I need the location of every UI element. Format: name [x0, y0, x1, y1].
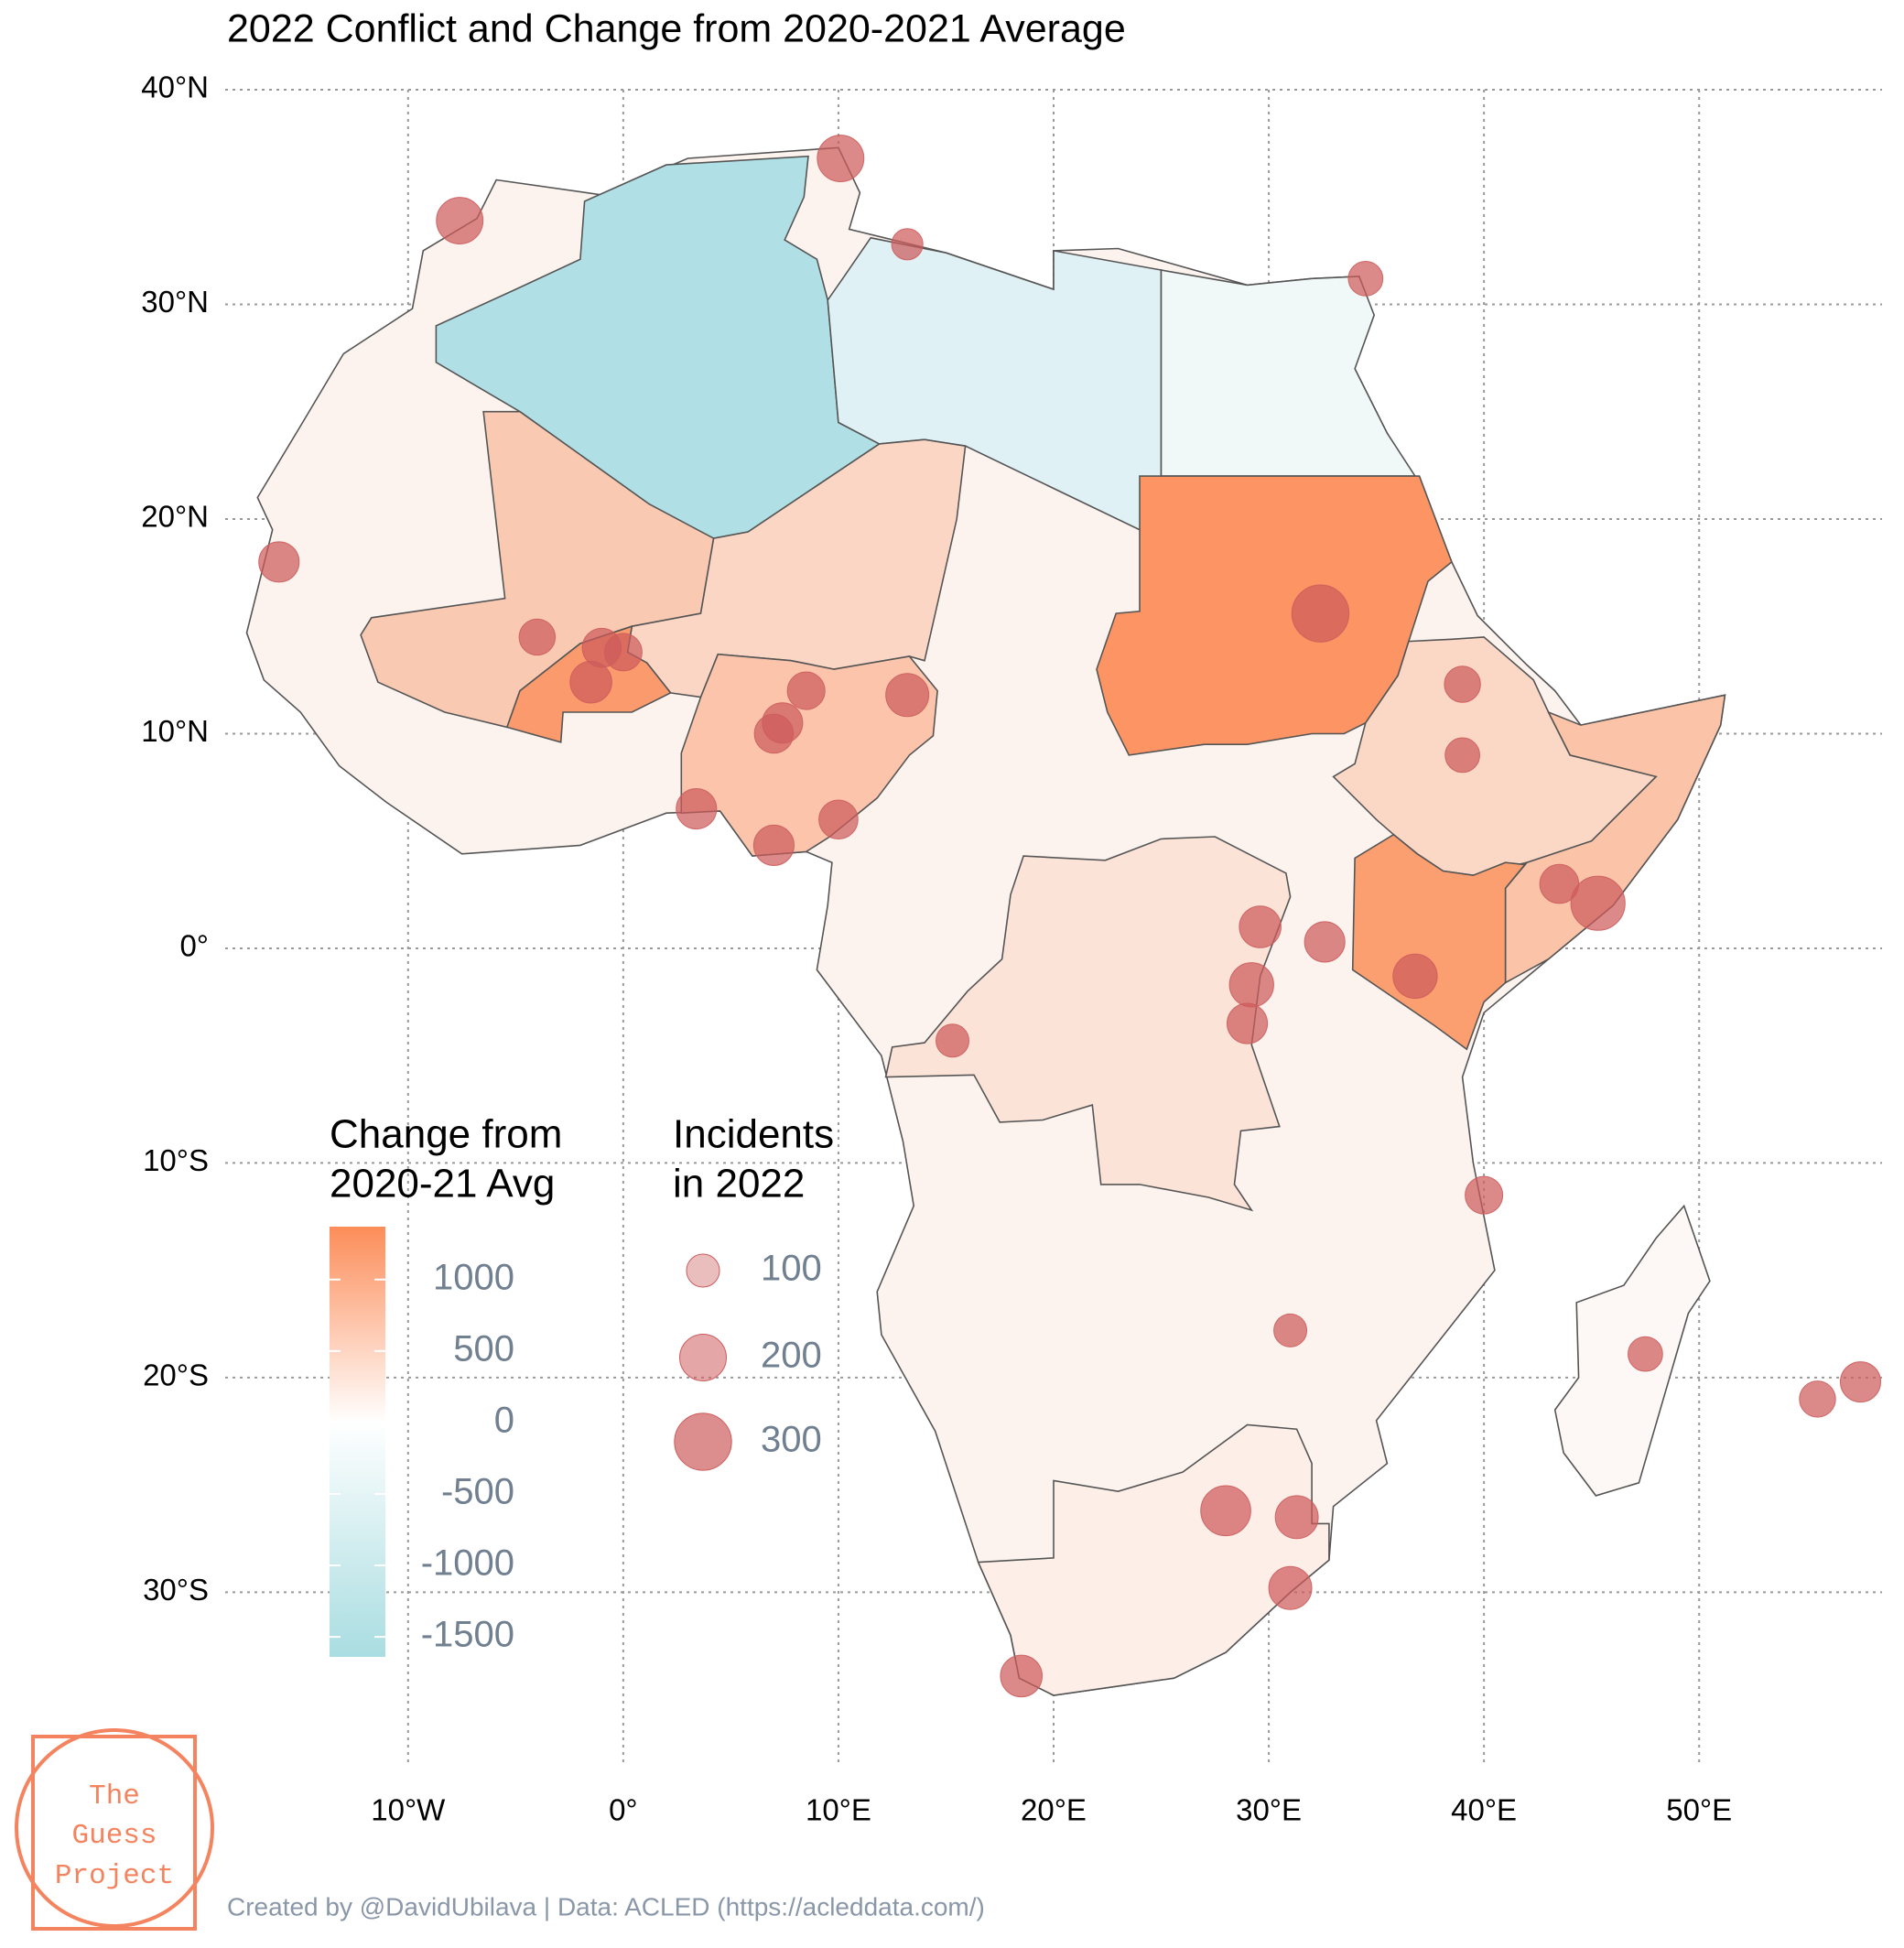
x-tick-label: 0° [609, 1793, 638, 1827]
colorbar-title: 2020-21 Avg [330, 1162, 555, 1207]
y-tick-label: 40°N [141, 70, 209, 104]
country [1096, 475, 1453, 756]
colorbar-title: Change from [330, 1112, 562, 1157]
colorbar-label: -500 [441, 1472, 514, 1512]
caption: Created by @DavidUbilava | Data: ACLED (… [227, 1892, 985, 1921]
colorbar-label: 0 [494, 1400, 514, 1440]
conflict-point [1239, 905, 1282, 948]
conflict-point [1227, 1002, 1269, 1044]
conflict-point [1628, 1336, 1663, 1372]
conflict-point [1839, 1361, 1882, 1403]
y-tick-label: 20°N [141, 500, 209, 534]
conflict-point [1228, 962, 1274, 1008]
conflict-point [1291, 584, 1350, 643]
conflict-point [1274, 1495, 1319, 1540]
conflict-point [603, 633, 643, 672]
logo-text: The [89, 1780, 140, 1813]
x-tick-label: 40°E [1451, 1793, 1517, 1827]
logo-circle [15, 1728, 214, 1928]
y-tick-label: 10°N [141, 714, 209, 748]
country [1351, 833, 1527, 1051]
conflict-point [752, 824, 795, 866]
conflict-point [1444, 737, 1481, 774]
logo-text: Guess [71, 1820, 157, 1852]
conflict-point [569, 660, 612, 704]
conflict-point [1799, 1380, 1836, 1418]
conflict-point [1392, 953, 1438, 1000]
conflict-point [936, 1023, 970, 1058]
conflict-point [1200, 1485, 1251, 1537]
chart-title: 2022 Conflict and Change from 2020-2021 … [227, 6, 1126, 50]
conflict-point [1268, 1565, 1313, 1610]
size-legend-key [679, 1334, 727, 1381]
y-tick-label: 0° [179, 929, 209, 963]
conflict-point [762, 702, 804, 744]
conflict-point [1347, 260, 1384, 297]
conflict-point [1000, 1654, 1044, 1698]
x-tick-label: 30°E [1236, 1793, 1302, 1827]
colorbar-label: -1500 [421, 1615, 514, 1655]
conflict-point [885, 673, 930, 718]
conflict-point [258, 541, 300, 583]
logo-text: Project [55, 1860, 174, 1892]
colorbar [330, 1227, 385, 1657]
size-legend-title: in 2022 [673, 1162, 805, 1207]
colorbar-label: 500 [453, 1328, 514, 1369]
conflict-point [1304, 921, 1346, 963]
x-tick-label: 50°E [1666, 1793, 1732, 1827]
colorbar-label: -1000 [421, 1543, 514, 1584]
size-legend-label: 100 [761, 1249, 822, 1289]
y-tick-label: 30°S [143, 1573, 209, 1607]
conflict-point [676, 787, 718, 830]
conflict-point [1444, 666, 1481, 703]
conflict-point [818, 799, 859, 840]
conflict-point [817, 135, 865, 182]
conflict-point [1273, 1313, 1308, 1347]
conflict-point [1539, 863, 1580, 904]
conflict-point [518, 618, 557, 656]
size-legend-label: 200 [761, 1336, 822, 1376]
logo-square [31, 1735, 197, 1931]
conflict-point [786, 671, 826, 710]
conflict-point [1570, 875, 1626, 931]
country [1160, 269, 1417, 477]
conflict-point [891, 228, 924, 261]
size-legend-label: 300 [761, 1420, 822, 1460]
y-tick-label: 20°S [143, 1358, 209, 1392]
size-legend-title: Incidents [673, 1112, 834, 1157]
x-tick-label: 10°W [371, 1793, 446, 1827]
size-legend-key [674, 1412, 732, 1471]
y-tick-label: 30°N [141, 285, 209, 319]
size-legend-key [686, 1253, 720, 1288]
colorbar-label: 1000 [433, 1257, 514, 1297]
conflict-point [436, 197, 484, 244]
x-tick-label: 20°E [1021, 1793, 1087, 1827]
country [1504, 694, 1726, 984]
x-tick-label: 10°E [806, 1793, 871, 1827]
y-tick-label: 10°S [143, 1143, 209, 1177]
conflict-point [1465, 1175, 1504, 1215]
